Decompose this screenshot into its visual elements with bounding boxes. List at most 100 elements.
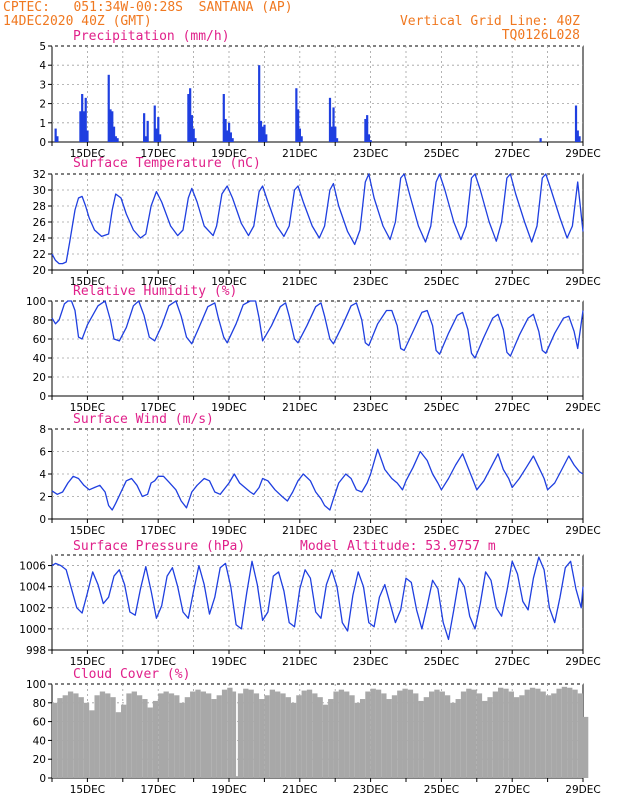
cloud-bar	[471, 689, 477, 778]
xtick-label: 19DEC	[211, 402, 246, 414]
precip-bar	[54, 128, 57, 142]
panel-title: Relative Humidity (%)	[73, 284, 237, 299]
precip-bar	[155, 128, 158, 142]
xtick-label: 27DEC	[494, 525, 529, 537]
cloud-bar	[174, 695, 180, 778]
panel-title: Precipitation (mm/h)	[73, 29, 230, 44]
precip-bar	[187, 94, 190, 142]
precip-bar	[328, 97, 332, 142]
cloud-bar	[482, 700, 488, 778]
precip-bar	[574, 105, 578, 142]
precip-bar	[189, 88, 192, 142]
xtick-label: 25DEC	[424, 148, 459, 160]
cloud-bar	[556, 688, 562, 778]
ytick-label: 80	[33, 315, 46, 327]
precip-bar	[261, 126, 264, 142]
cloud-bar	[237, 693, 244, 778]
cloud-bar	[158, 693, 164, 778]
cloud-bar	[455, 699, 461, 778]
xtick-label: 25DEC	[424, 402, 459, 414]
precip-bar	[114, 136, 117, 142]
panel-0: Precipitation (mm/h) 0 1 2 3 4 5 15DEC 17DEC 19DE…	[39, 29, 600, 160]
precip-bar	[578, 136, 581, 142]
xtick-label: 21DEC	[282, 784, 317, 796]
precip-bar	[228, 122, 231, 142]
cloud-bar	[402, 688, 408, 778]
cloud-bar	[163, 691, 169, 778]
precip-bar	[297, 109, 300, 142]
cloud-bar	[492, 691, 499, 778]
cloud-bar	[211, 699, 217, 778]
xtick-label: 17DEC	[140, 276, 175, 288]
precip-bar	[81, 94, 84, 142]
cloud-bar	[567, 687, 573, 778]
precip-bar	[222, 94, 225, 142]
xtick-label: 27DEC	[494, 402, 529, 414]
cloud-bar	[99, 691, 106, 778]
cloud-bar	[349, 695, 355, 778]
ytick-label: 1004	[19, 582, 46, 594]
cloud-bar	[57, 698, 63, 778]
xtick-label: 19DEC	[211, 656, 246, 668]
cloud-bar	[126, 693, 132, 778]
cloud-bar	[397, 690, 403, 778]
xtick-label: 17DEC	[140, 148, 175, 160]
ytick-label: 60	[33, 334, 46, 346]
xtick-label: 17DEC	[140, 525, 175, 537]
ytick-label: 3	[39, 79, 46, 91]
cloud-bar	[423, 697, 430, 778]
ytick-label: 1	[39, 118, 46, 130]
cloud-bar	[195, 689, 201, 778]
ytick-label: 28	[33, 201, 46, 213]
cloud-bar	[147, 707, 153, 778]
precip-bar	[143, 113, 146, 142]
ytick-label: 24	[33, 233, 47, 245]
precip-bar	[107, 74, 110, 142]
precip-bar	[116, 138, 119, 142]
cloud-bar	[551, 693, 557, 778]
panel-title: Surface Temperature (nC)	[73, 156, 261, 171]
cloud-bar	[498, 687, 504, 778]
cloud-bar	[322, 704, 329, 778]
cloud-bar	[184, 697, 191, 778]
cloud-bar	[439, 691, 445, 778]
xtick-label: 29DEC	[565, 148, 600, 160]
cloud-bar	[450, 702, 456, 778]
xtick-label: 15DEC	[70, 402, 105, 414]
xtick-label: 27DEC	[494, 656, 529, 668]
cloud-bar	[94, 695, 100, 778]
ytick-label: 26	[33, 217, 47, 229]
cloud-bar	[78, 697, 84, 778]
cloud-bar	[476, 693, 483, 778]
cloud-bar	[407, 689, 414, 778]
precip-bar	[226, 130, 229, 142]
cloud-bar	[115, 712, 122, 778]
cloud-bar	[577, 693, 583, 778]
precip-bar	[192, 128, 195, 142]
cloud-bar	[535, 688, 541, 778]
xtick-label: 15DEC	[70, 276, 105, 288]
cloud-bar	[275, 691, 281, 778]
panel-title: Surface Wind (m/s)	[73, 412, 214, 427]
cloud-bar	[370, 688, 376, 778]
xtick-label: 29DEC	[565, 276, 600, 288]
ytick-label: 40	[33, 735, 46, 747]
cloud-bar	[248, 689, 254, 778]
precip-bar	[364, 118, 367, 142]
cloud-bar	[386, 699, 392, 778]
cloud-bar	[460, 691, 467, 778]
precip-bar	[229, 132, 232, 142]
precip-bar	[258, 65, 261, 142]
ytick-label: 5	[39, 41, 46, 53]
precip-bar	[366, 115, 369, 142]
cloud-bar	[466, 688, 472, 778]
precip-bar	[265, 134, 268, 142]
cloud-bar	[280, 693, 286, 778]
precip-bar	[300, 136, 303, 142]
cloud-bar	[168, 693, 175, 778]
precip-bar	[224, 118, 227, 142]
cloud-bar	[83, 702, 90, 778]
xtick-label: 25DEC	[424, 525, 459, 537]
cloud-bar	[540, 691, 546, 778]
